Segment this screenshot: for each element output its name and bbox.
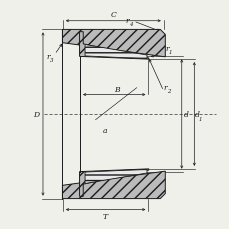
Polygon shape [62, 30, 165, 58]
Polygon shape [79, 169, 148, 196]
Text: r: r [125, 17, 129, 25]
Polygon shape [85, 45, 146, 59]
Text: r: r [163, 84, 166, 92]
Polygon shape [62, 171, 165, 199]
Text: a: a [102, 126, 106, 134]
Text: 3: 3 [49, 58, 53, 63]
Text: 1: 1 [197, 117, 201, 122]
Text: B: B [113, 85, 119, 93]
Text: 4: 4 [128, 22, 132, 27]
Text: r: r [46, 52, 50, 60]
Text: T: T [103, 212, 108, 220]
Text: C: C [110, 11, 116, 19]
Text: 2: 2 [166, 89, 169, 94]
Text: D: D [33, 111, 38, 118]
Polygon shape [85, 170, 146, 184]
Text: r: r [165, 45, 169, 53]
Text: 1: 1 [168, 50, 172, 55]
Text: d: d [194, 111, 199, 118]
Text: d: d [183, 111, 188, 118]
Polygon shape [79, 33, 148, 60]
